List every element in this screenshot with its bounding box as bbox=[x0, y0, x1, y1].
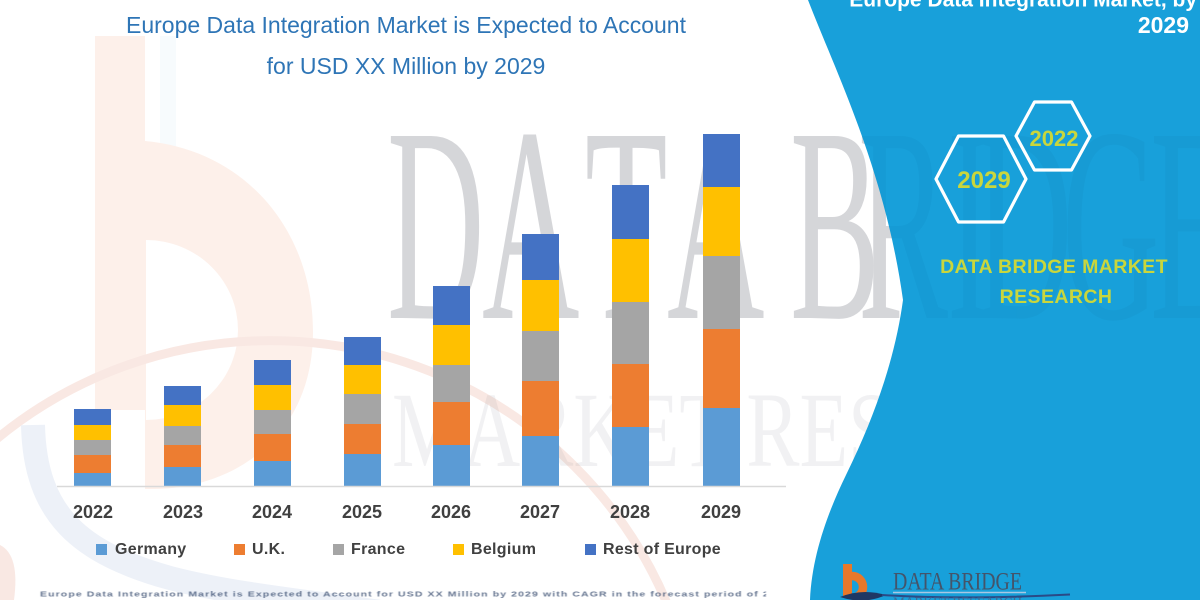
svg-text:G: G bbox=[1062, 71, 1159, 379]
svg-text:D: D bbox=[975, 71, 1072, 379]
svg-text:DATA BRIDGE: DATA BRIDGE bbox=[893, 569, 1022, 596]
svg-text:A: A bbox=[667, 71, 764, 379]
svg-text:A: A bbox=[482, 71, 579, 379]
svg-text:2022: 2022 bbox=[1030, 126, 1079, 151]
svg-text:E: E bbox=[1150, 71, 1200, 379]
svg-text:2029: 2029 bbox=[957, 167, 1010, 194]
svg-text:R: R bbox=[858, 71, 948, 379]
svg-text:I: I bbox=[947, 71, 992, 379]
svg-text:D: D bbox=[387, 71, 484, 379]
svg-text:2029: 2029 bbox=[1138, 12, 1189, 38]
svg-text:T: T bbox=[585, 71, 667, 379]
svg-text:MARKET RESEARCH: MARKET RESEARCH bbox=[893, 595, 1022, 600]
svg-text:RESEARCH: RESEARCH bbox=[1000, 286, 1113, 308]
svg-text:DATA BRIDGE MARKET: DATA BRIDGE MARKET bbox=[940, 256, 1168, 278]
svg-text:Europe Data Integration Market: Europe Data Integration Market, by bbox=[849, 0, 1197, 12]
